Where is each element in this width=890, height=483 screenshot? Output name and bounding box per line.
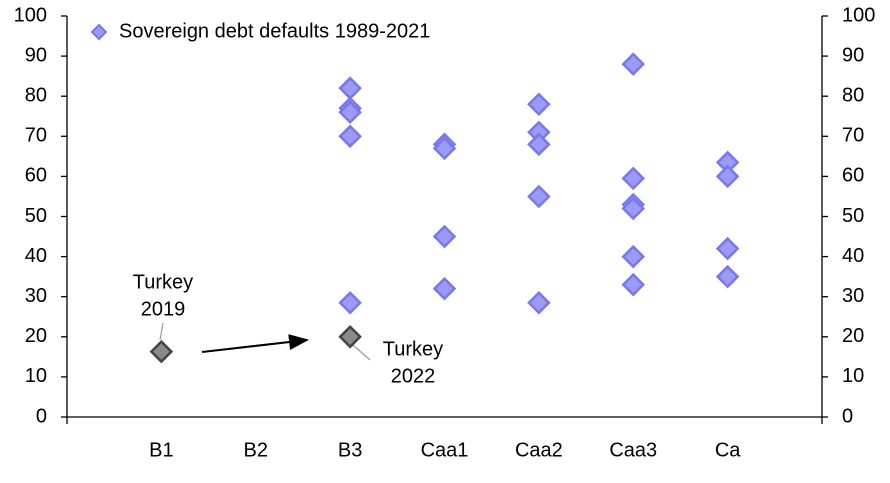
point	[715, 164, 740, 189]
y-tick-label: 90	[25, 44, 47, 66]
x-tick-label: Ca	[715, 439, 741, 461]
x-tick-label: B1	[149, 439, 173, 461]
y2-tick-label: 0	[842, 405, 853, 427]
point	[621, 272, 646, 297]
point	[715, 264, 740, 289]
y-tick-label: 0	[36, 405, 47, 427]
point	[338, 325, 362, 349]
arrow	[201, 334, 309, 353]
y-tick-label: 70	[25, 125, 47, 147]
point	[338, 124, 362, 149]
x-tick-label: Caa1	[421, 439, 469, 461]
point	[621, 52, 646, 76]
callout-line	[159, 322, 164, 341]
point	[527, 184, 551, 209]
point	[338, 290, 362, 315]
y2-tick-label: 70	[842, 125, 864, 147]
point	[432, 224, 457, 249]
point	[621, 166, 646, 191]
y2-tick-label: 60	[842, 165, 864, 187]
y-tick-label: 100	[14, 4, 47, 26]
point	[527, 92, 551, 116]
point	[432, 136, 457, 161]
y2-tick-label: 30	[842, 285, 864, 307]
legend-marker	[90, 23, 108, 41]
legend-label: Sovereign debt defaults 1989-2021	[119, 20, 430, 42]
y-tick-label: 20	[25, 325, 47, 347]
y2-tick-label: 50	[842, 205, 864, 227]
annotation: Turkey	[383, 338, 443, 360]
point	[338, 100, 362, 125]
x-tick-label: Caa3	[609, 439, 657, 461]
point	[621, 196, 646, 221]
y2-tick-label: 80	[842, 84, 864, 106]
point	[338, 76, 362, 100]
x-tick-label: Caa2	[515, 439, 563, 461]
y-tick-label: 10	[25, 365, 47, 387]
y-tick-label: 30	[25, 285, 47, 307]
y2-tick-label: 10	[842, 365, 864, 387]
point	[432, 276, 457, 301]
point	[527, 132, 551, 157]
point	[527, 290, 551, 315]
y-tick-label: 40	[25, 245, 47, 267]
y2-tick-label: 20	[842, 325, 864, 347]
callout-line	[352, 344, 371, 361]
y-tick-label: 50	[25, 205, 47, 227]
x-tick-label: B2	[244, 439, 268, 461]
y-tick-label: 60	[25, 165, 47, 187]
y2-tick-label: 100	[842, 4, 875, 26]
y-tick-label: 80	[25, 84, 47, 106]
point	[715, 236, 740, 261]
annotation: 2022	[391, 365, 436, 387]
annotation: Turkey	[133, 271, 193, 293]
x-tick-label: B3	[338, 439, 362, 461]
y2-tick-label: 90	[842, 44, 864, 66]
annotation: 2019	[141, 298, 186, 320]
point	[149, 339, 174, 364]
y2-tick-label: 40	[842, 245, 864, 267]
point	[621, 244, 646, 269]
